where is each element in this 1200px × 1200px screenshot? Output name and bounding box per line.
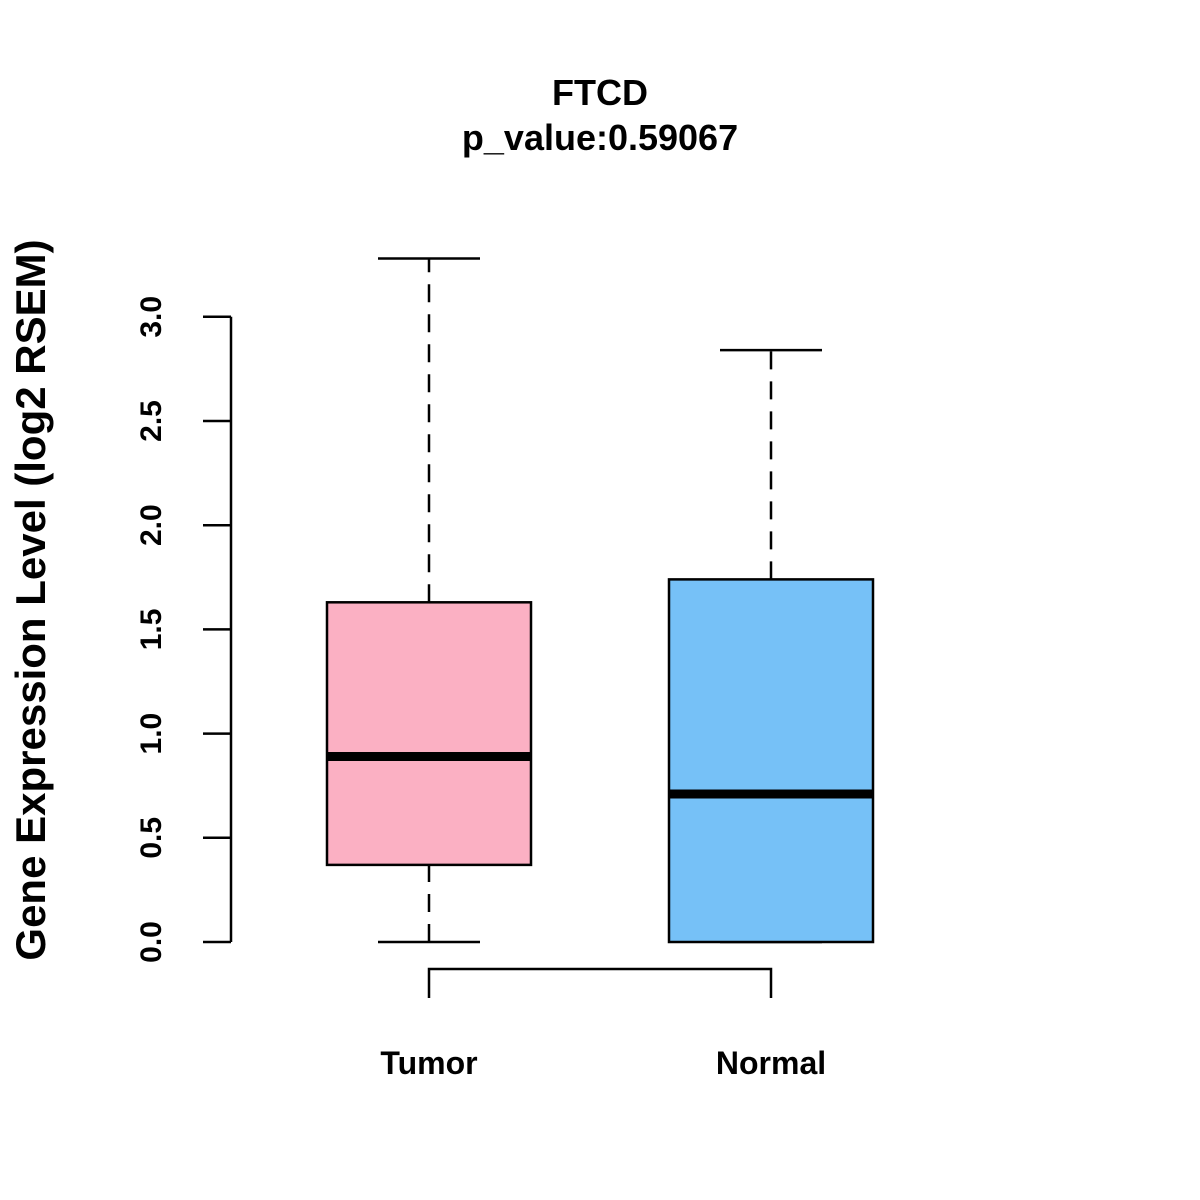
y-axis: 0.0 0.5 1.0 1.5 2.0 2.5 3.0 bbox=[135, 296, 233, 963]
y-tick-label: 0.5 bbox=[135, 817, 168, 859]
x-tick-label-normal: Normal bbox=[716, 1045, 826, 1081]
y-tick-label: 2.0 bbox=[135, 504, 168, 546]
box-tumor bbox=[325, 257, 533, 944]
box-normal bbox=[667, 348, 875, 944]
y-tick-label: 1.5 bbox=[135, 609, 168, 651]
boxes bbox=[325, 257, 875, 944]
comparison-bracket bbox=[427, 967, 773, 998]
chart-subtitle: p_value:0.59067 bbox=[462, 117, 738, 158]
y-tick-label: 2.5 bbox=[135, 400, 168, 442]
bracket-line bbox=[427, 967, 773, 998]
x-axis-labels: Tumor Normal bbox=[380, 1045, 826, 1081]
y-tick-label: 3.0 bbox=[135, 296, 168, 338]
y-axis-label: Gene Expression Level (log2 RSEM) bbox=[7, 239, 54, 960]
y-tick-label: 0.0 bbox=[135, 921, 168, 963]
y-tick-label: 1.0 bbox=[135, 713, 168, 755]
chart-title: FTCD bbox=[552, 72, 648, 113]
box-iqr bbox=[667, 578, 875, 944]
x-tick-label-tumor: Tumor bbox=[380, 1045, 477, 1081]
box-iqr bbox=[325, 601, 533, 867]
